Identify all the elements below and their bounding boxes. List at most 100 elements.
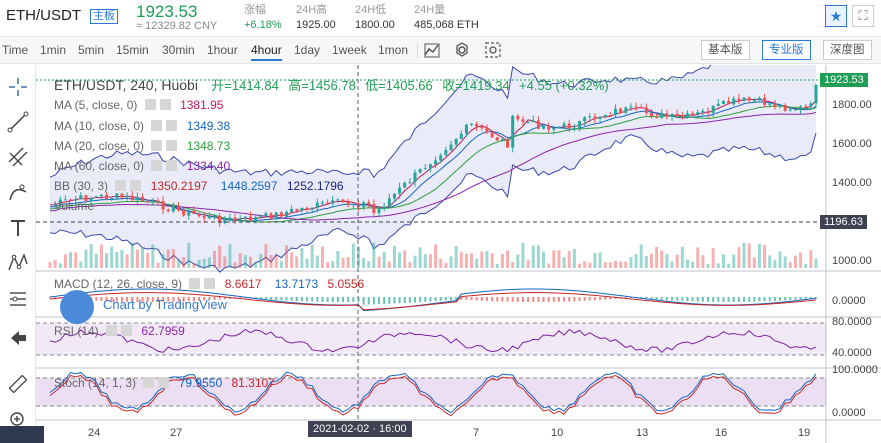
macd-histogram-bar: [182, 297, 185, 302]
macd-histogram-bar: [151, 297, 154, 302]
macd-signal-line: [49, 292, 817, 311]
macd-histogram-bar: [100, 297, 103, 301]
back-arrow-icon[interactable]: [7, 327, 29, 349]
fullscreen-icon[interactable]: ⛶: [852, 5, 874, 27]
macd-histogram-bar: [593, 297, 596, 301]
macd-histogram-bar: [748, 297, 751, 302]
ruler-icon[interactable]: [7, 373, 29, 395]
candle-body: [135, 196, 139, 201]
price-tick: 1800.00: [832, 99, 872, 111]
macd-histogram-bar: [254, 297, 257, 299]
stat-24h-volume: 24H量 485,068 ETH: [414, 4, 479, 31]
tf-1hour[interactable]: 1hour: [207, 43, 238, 57]
candle-body: [706, 110, 710, 113]
collapse-tab[interactable]: [0, 426, 44, 443]
macd-histogram-bar: [192, 297, 195, 301]
volume-bar: [536, 245, 540, 268]
volume-bar: [752, 257, 756, 268]
legend-ma20: MA (20, close, 0) 1348.73: [54, 139, 231, 153]
crosshair-icon[interactable]: [7, 76, 29, 98]
screenshot-icon[interactable]: [484, 41, 502, 59]
volume-bar: [135, 249, 139, 268]
candle-body: [675, 113, 679, 116]
volume-bar: [84, 249, 88, 268]
macd-histogram-bar: [347, 297, 350, 302]
toolbar-divider: [417, 43, 418, 58]
tf-time[interactable]: Time: [2, 43, 29, 57]
candle-body: [552, 127, 556, 130]
volume-bar: [89, 244, 93, 268]
tf-1mon[interactable]: 1mon: [378, 43, 409, 57]
candle-body: [233, 217, 237, 221]
volume-bar: [110, 246, 114, 268]
volume-bar: [485, 251, 489, 268]
rsi-tick: 80.0000: [832, 316, 872, 328]
volume-bar: [413, 255, 417, 268]
candle-body: [284, 212, 288, 217]
legend-ohlc-title: ETH/USDT, 240, Huobi: [54, 77, 198, 93]
macd-histogram-bar: [701, 297, 704, 302]
macd-histogram-bar: [444, 297, 447, 301]
candle-body: [490, 132, 494, 138]
macd-histogram-bar: [732, 297, 735, 302]
brush-icon[interactable]: [7, 182, 29, 204]
candle-body: [459, 133, 463, 139]
candle-body: [624, 107, 628, 113]
volume-bar: [757, 244, 761, 268]
favorite-star-icon[interactable]: ★: [825, 5, 847, 27]
view-depth-button[interactable]: 深度图: [823, 40, 872, 60]
tf-1min[interactable]: 1min: [40, 43, 67, 57]
candle-body: [274, 212, 278, 220]
volume-bar: [552, 250, 556, 268]
candle-body: [218, 215, 222, 223]
text-tool-icon[interactable]: [7, 217, 29, 239]
macd-histogram-bar: [521, 297, 524, 302]
macd-histogram-bar: [501, 297, 504, 302]
candle-body: [290, 208, 294, 213]
volume-bar: [115, 252, 119, 268]
candle-body: [727, 100, 731, 105]
volume-bar: [526, 260, 530, 268]
macd-histogram-bar: [650, 297, 653, 300]
volume-bar: [146, 252, 150, 268]
macd-histogram-bar: [203, 297, 206, 301]
time-tick: 27: [170, 427, 183, 439]
volume-bar: [264, 244, 268, 268]
macd-histogram-bar: [712, 297, 715, 302]
volume-bar: [701, 255, 705, 268]
candle-body: [500, 139, 504, 141]
tf-1week[interactable]: 1week: [332, 43, 367, 57]
fib-tool-icon[interactable]: [7, 146, 29, 168]
volume-bar: [151, 244, 155, 268]
stoch-tick: 100.0000: [832, 364, 878, 376]
chart-area[interactable]: Chart by TradingView ETH/USDT, 240, Huob…: [36, 65, 881, 443]
settings-gear-icon[interactable]: [453, 41, 471, 59]
candle-body: [711, 105, 715, 113]
zoom-in-icon[interactable]: [7, 409, 29, 431]
volume-bar: [305, 258, 309, 268]
macd-line: [49, 288, 817, 311]
candle-body: [336, 199, 340, 201]
candle-body: [747, 97, 751, 101]
macd-histogram-bar: [259, 297, 262, 300]
candle-body: [804, 106, 808, 108]
candle-body: [99, 194, 103, 197]
candle-type-icon[interactable]: [423, 41, 441, 59]
tf-1day[interactable]: 1day: [294, 43, 321, 57]
tf-30min[interactable]: 30min: [162, 43, 195, 57]
candle-body: [737, 98, 741, 101]
macd-histogram-bar: [162, 297, 165, 302]
candle-body: [248, 216, 252, 222]
pattern-tool-icon[interactable]: [7, 252, 29, 274]
view-pro-button[interactable]: 专业版: [762, 40, 811, 60]
macd-histogram-bar: [563, 297, 566, 302]
measure-tool-icon[interactable]: [7, 288, 29, 310]
tf-4hour[interactable]: 4hour: [251, 43, 282, 61]
tf-15min[interactable]: 15min: [116, 43, 149, 57]
candle-body: [192, 210, 196, 214]
tf-5min[interactable]: 5min: [78, 43, 105, 57]
trend-line-icon[interactable]: [7, 111, 29, 133]
volume-bar: [675, 254, 679, 268]
candle-body: [125, 195, 129, 198]
view-basic-button[interactable]: 基本版: [701, 40, 750, 60]
